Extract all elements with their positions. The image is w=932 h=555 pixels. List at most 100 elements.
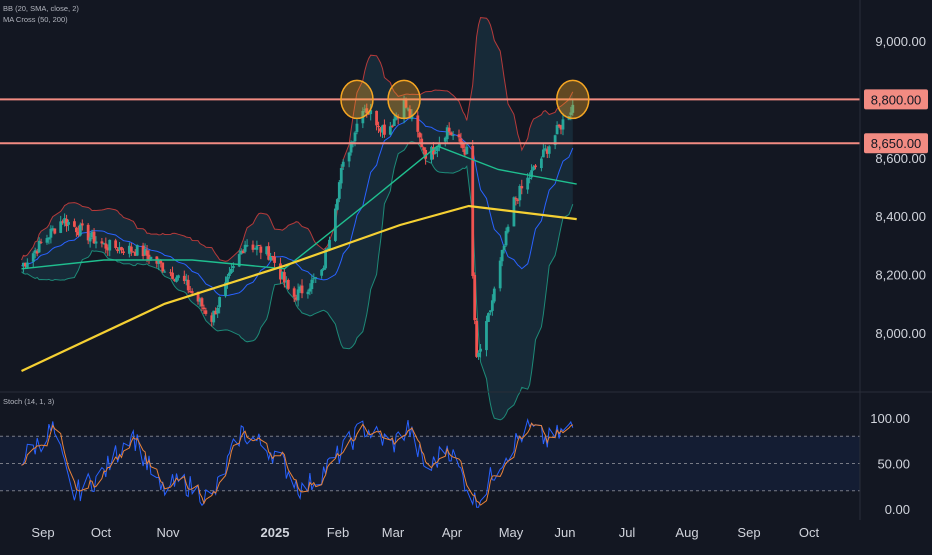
candle-body: [22, 262, 25, 267]
candle-body: [184, 279, 188, 281]
candle-body: [333, 208, 337, 241]
candle-body: [402, 98, 406, 119]
bb-basis-line: [21, 117, 574, 297]
candle-body: [102, 243, 106, 245]
candle-body: [498, 260, 502, 289]
candle-body: [488, 310, 492, 313]
candle-body: [169, 272, 172, 274]
candle-body: [341, 161, 345, 167]
candle-body: [231, 266, 235, 269]
level-label-background: [864, 133, 928, 154]
candle-body: [526, 177, 530, 190]
candle-body: [76, 231, 80, 236]
horizontal-levels: 8,800.00 8,650.00: [0, 89, 928, 154]
candle-body: [492, 288, 496, 302]
candle-body: [214, 310, 218, 315]
candle-body: [202, 307, 206, 310]
candle-body: [120, 247, 123, 251]
candle-body: [257, 244, 261, 246]
candle-body: [173, 279, 176, 281]
candle-body: [349, 141, 353, 153]
candle-body: [175, 277, 178, 282]
bb-indicator-label[interactable]: BB (20, SMA, close, 2): [3, 4, 79, 13]
candle-body: [310, 279, 314, 290]
candle-body: [186, 279, 190, 291]
ma-cross-indicator-label[interactable]: MA Cross (50, 200): [3, 15, 68, 24]
candle-body: [269, 256, 273, 261]
candle-body: [459, 138, 463, 145]
candle-body: [430, 146, 433, 160]
candle-body: [324, 249, 327, 269]
candle-body: [300, 285, 304, 294]
main-grid: [0, 0, 860, 392]
candle-body: [314, 277, 318, 279]
stochastic-pane: [0, 417, 860, 508]
candle-body: [255, 245, 259, 250]
bb-upper-line: [21, 17, 574, 262]
bb-fill: [21, 17, 573, 420]
candle-body: [59, 221, 63, 233]
candle-body: [569, 112, 573, 115]
candle-body: [477, 352, 481, 357]
candle-body: [532, 166, 535, 171]
candle-body: [78, 224, 82, 236]
candle-body: [294, 297, 298, 300]
candle-body: [443, 137, 447, 142]
candle-body: [157, 260, 161, 265]
time-axis-tick: Sep: [31, 525, 54, 540]
price-axis-tick: 8,000.00: [875, 326, 926, 341]
peak-highlight-circle[interactable]: [387, 79, 421, 120]
candle-body: [100, 241, 104, 244]
candle-body: [416, 115, 420, 132]
candle-body: [436, 147, 439, 152]
candle-body: [149, 256, 153, 260]
candle-body: [90, 231, 94, 238]
level-price-label: 8,800.00: [871, 92, 922, 107]
candle-body: [73, 221, 76, 227]
candle-body: [114, 240, 118, 248]
candle-body: [308, 288, 312, 292]
candle-body: [518, 186, 522, 201]
candle-body: [53, 228, 57, 234]
candle-body: [392, 118, 396, 126]
candle-body: [545, 149, 549, 154]
stoch-axis-tick: 50.00: [877, 457, 910, 472]
candle-body: [224, 282, 227, 297]
candle-body: [502, 245, 506, 250]
candle-body: [375, 110, 378, 126]
stoch-indicator-label[interactable]: Stoch (14, 1, 3): [3, 397, 55, 406]
peak-highlight-circle[interactable]: [556, 79, 590, 120]
time-axis-tick: Sep: [737, 525, 760, 540]
candle-body: [218, 297, 222, 308]
candle-body: [245, 245, 249, 247]
candle-body: [159, 260, 163, 264]
time-axis-tick: Mar: [382, 525, 405, 540]
candle-body: [530, 170, 533, 178]
price-axis-tick: 9,000.00: [875, 34, 926, 49]
ma200-line: [21, 204, 577, 372]
candle-body: [200, 298, 204, 307]
candle-body: [104, 243, 108, 249]
candle-body: [37, 240, 41, 253]
time-axis-tick: Jun: [555, 525, 576, 540]
candle-body: [190, 291, 194, 294]
candle-body: [353, 132, 357, 142]
candle-body: [296, 289, 300, 301]
candle-body: [463, 149, 467, 155]
candle-body: [135, 245, 139, 256]
candle-body: [543, 148, 547, 150]
candle-body: [163, 271, 167, 273]
candlesticks: [22, 95, 575, 360]
moving-averages: [21, 145, 577, 372]
candle-body: [80, 223, 84, 226]
candle-body: [61, 221, 65, 223]
candle-body: [355, 123, 359, 132]
candle-body: [434, 151, 437, 154]
candle-body: [241, 250, 245, 254]
candle-body: [35, 251, 39, 254]
candle-body: [377, 125, 380, 128]
candle-body: [408, 109, 412, 119]
peak-highlight-circle[interactable]: [340, 79, 374, 120]
candle-body: [528, 177, 532, 179]
candle-body: [271, 256, 274, 258]
